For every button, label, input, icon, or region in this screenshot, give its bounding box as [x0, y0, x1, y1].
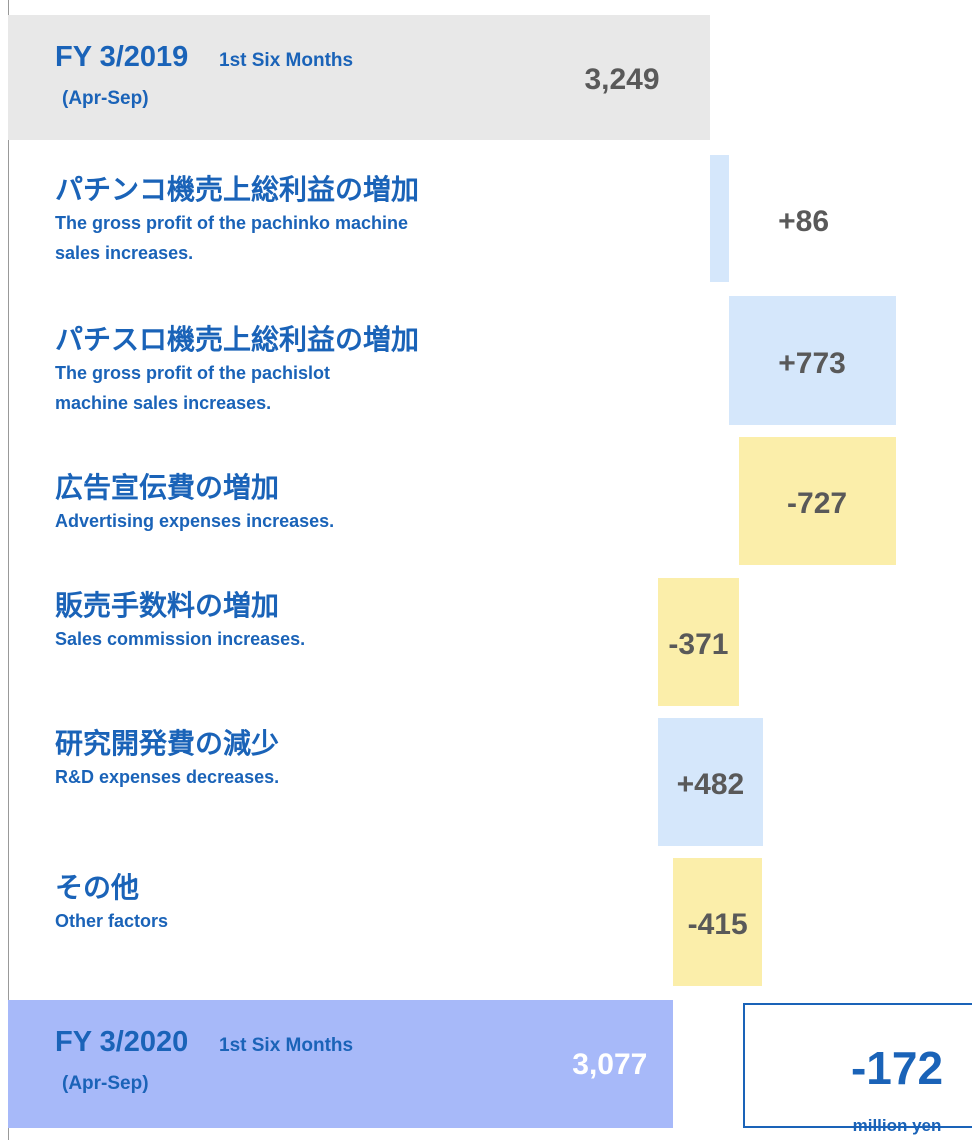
- start-bar: [8, 15, 710, 140]
- step-label: パチンコ機売上総利益の増加: [55, 174, 420, 205]
- start-label: FY 3/2019: [55, 41, 189, 73]
- decrease-bar: [738, 437, 896, 565]
- value-label: -371: [668, 628, 729, 661]
- step-label: その他: [55, 872, 140, 903]
- step-note: sales increases.: [55, 243, 194, 263]
- end-label: FY 3/2020: [55, 1026, 189, 1058]
- decrease-bar: [658, 578, 739, 706]
- end-period: 1st Six Months: [219, 1035, 354, 1056]
- total-change: -172: [850, 1042, 944, 1094]
- step-label: 広告宣伝費の増加: [55, 472, 280, 503]
- step-note: The gross profit of the pachislot: [55, 363, 331, 383]
- step-note: R&D expenses decreases.: [55, 767, 280, 787]
- increase-bar: [658, 718, 763, 846]
- unit-label: million yen: [852, 1116, 942, 1135]
- total-box: [743, 1003, 972, 1128]
- end-bar: [8, 1000, 673, 1128]
- decrease-bar: [672, 858, 763, 986]
- step-label: 研究開発費の減少: [55, 728, 280, 759]
- start-period: 1st Six Months: [219, 50, 354, 71]
- axis-line: [8, 0, 9, 1140]
- step-note: machine sales increases.: [55, 393, 272, 413]
- end-months: (Apr-Sep): [62, 1073, 149, 1094]
- value-label: +86: [778, 204, 830, 238]
- value-label: -727: [787, 487, 848, 520]
- step-note: Other factors: [55, 911, 169, 931]
- step-note: Advertising expenses increases.: [55, 511, 335, 531]
- step-label: パチスロ機売上総利益の増加: [55, 324, 420, 355]
- start-months: (Apr-Sep): [62, 88, 149, 109]
- value-label: +482: [676, 768, 745, 801]
- value-label: +773: [778, 346, 846, 380]
- step-note: The gross profit of the pachinko machine: [55, 213, 409, 233]
- value-label: 3,249: [584, 63, 660, 96]
- value-label: 3,077: [572, 1048, 648, 1081]
- increase-bar: [728, 296, 896, 425]
- step-note: Sales commission increases.: [55, 629, 306, 649]
- step-label: 販売手数料の増加: [55, 590, 280, 621]
- increase-bar: [710, 155, 729, 282]
- value-label: -415: [687, 908, 748, 941]
